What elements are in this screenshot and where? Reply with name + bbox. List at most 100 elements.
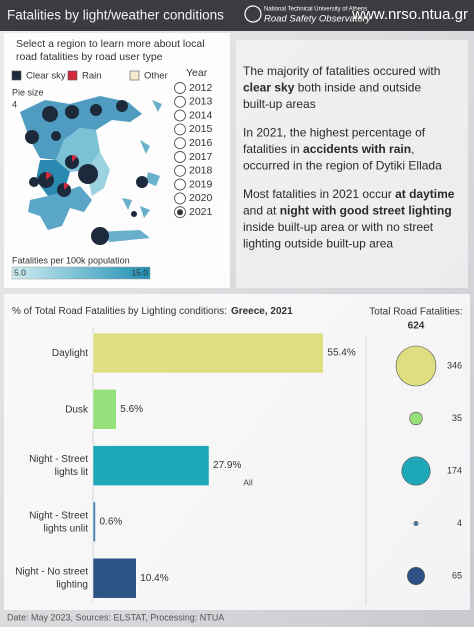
bubble-label: 4 bbox=[457, 518, 462, 528]
insight-text: In 2021, the highest percentage of bbox=[243, 126, 426, 140]
category-line: Daylight bbox=[52, 348, 88, 359]
chart-title: % of Total Road Fatalities by Lighting c… bbox=[12, 306, 293, 317]
pie-size-label: Pie size bbox=[12, 87, 44, 97]
year-label: 2019 bbox=[189, 178, 213, 190]
pie-size-value: 4 bbox=[12, 99, 17, 109]
year-title: Year bbox=[186, 67, 208, 79]
text-panel bbox=[236, 40, 468, 288]
insight-text: inside built-up area or with no street bbox=[243, 220, 434, 234]
insight-line: built-up areas bbox=[243, 97, 316, 111]
value-label: 5.6% bbox=[120, 404, 143, 415]
year-label: 2013 bbox=[189, 96, 213, 108]
color-scale-min: 5.0 bbox=[14, 267, 26, 277]
bubble bbox=[413, 521, 419, 526]
year-radio[interactable] bbox=[174, 192, 186, 205]
insight-line: clear sky both inside and outside bbox=[243, 81, 421, 95]
center-label: All bbox=[243, 477, 253, 487]
bubble bbox=[407, 567, 425, 585]
legend-swatch bbox=[11, 70, 22, 81]
year-radio[interactable] bbox=[174, 95, 186, 108]
insight-line: lighting outside built-up area bbox=[243, 237, 393, 251]
year-label: 2018 bbox=[189, 165, 213, 177]
color-scale-bar bbox=[11, 266, 151, 280]
year-radio[interactable] bbox=[174, 123, 186, 136]
map-pies bbox=[25, 100, 148, 245]
bubble bbox=[409, 411, 423, 426]
footer: Date: May 2023, Sources: ELSTAT, Process… bbox=[7, 612, 224, 622]
category-line: Night - Street bbox=[29, 510, 88, 521]
legend-label: Other bbox=[144, 71, 168, 82]
category-label: Dusk bbox=[65, 404, 89, 415]
insight-line: inside built-up area or with no street bbox=[243, 220, 434, 234]
insight-line: In 2021, the highest percentage of bbox=[243, 126, 426, 140]
year-radio[interactable] bbox=[174, 164, 186, 177]
insight-text: The majority of fatalities occured with bbox=[243, 64, 440, 78]
insight-text: fatalities in bbox=[243, 142, 303, 156]
chart-title-text: % of Total Road Fatalities by Lighting c… bbox=[12, 306, 227, 317]
category-label: Daylight bbox=[52, 348, 88, 359]
bubble-label: 174 bbox=[447, 465, 462, 475]
category-line: lights lit bbox=[55, 467, 89, 478]
region[interactable] bbox=[28, 186, 92, 230]
org-name: National Technical University of Athens bbox=[264, 7, 367, 13]
value-label: 10.4% bbox=[140, 573, 168, 584]
header-bar bbox=[0, 0, 474, 31]
bar bbox=[92, 557, 137, 599]
color-scale-title: Fatalities per 100k population bbox=[12, 255, 130, 265]
insight-text: and at bbox=[243, 204, 280, 218]
category-line: Dusk bbox=[65, 404, 89, 415]
insight-line: fatalities in accidents with rain, bbox=[243, 142, 414, 156]
category-line: lights unlit bbox=[44, 523, 89, 534]
bar bbox=[92, 445, 210, 486]
year-radio[interactable] bbox=[174, 109, 186, 122]
insight-bold: night with good street lighting bbox=[280, 204, 452, 218]
category-label: Night - No street lighting bbox=[15, 566, 88, 590]
bar bbox=[92, 501, 96, 543]
category-line: lighting bbox=[56, 579, 88, 590]
value-label: 55.4% bbox=[327, 348, 355, 359]
insight-text: built-up areas bbox=[243, 97, 316, 111]
category-line: Night - No street bbox=[15, 566, 88, 577]
chart-title-highlight: Greece, 2021 bbox=[231, 306, 293, 317]
legend-label: Clear sky bbox=[26, 71, 66, 82]
org-unit: Road Safety Observatory bbox=[264, 14, 372, 25]
year-label: 2012 bbox=[189, 82, 213, 94]
category-line: Night - Street bbox=[29, 454, 88, 465]
year-radio[interactable] bbox=[174, 137, 186, 150]
color-scale-max: 15.0 bbox=[131, 267, 148, 277]
insight-text: occurred in the region of Dytiki Ellada bbox=[243, 159, 442, 173]
bar bbox=[92, 332, 324, 374]
legend-swatch bbox=[67, 70, 78, 81]
year-label: 2021 bbox=[189, 206, 213, 218]
insight-text: , bbox=[411, 142, 414, 156]
insight-line: occurred in the region of Dytiki Ellada bbox=[243, 159, 442, 173]
instruction: road fatalities by road user type bbox=[16, 51, 163, 63]
insight-line: The majority of fatalities occured with bbox=[243, 64, 440, 78]
insight-text: both inside and outside bbox=[294, 81, 421, 95]
year-radio[interactable] bbox=[174, 151, 186, 163]
category-label: Night - Street lights unlit bbox=[29, 510, 88, 534]
insight-line: Most fatalities in 2021 occur at daytime bbox=[243, 187, 455, 201]
legend-label: Rain bbox=[82, 71, 102, 82]
insight-text: lighting outside built-up area bbox=[243, 237, 393, 251]
logo bbox=[244, 5, 262, 23]
bubble-label: 346 bbox=[447, 360, 462, 370]
year-radio[interactable] bbox=[174, 178, 186, 191]
year-label: 2017 bbox=[189, 151, 213, 163]
bubble-label: 35 bbox=[452, 413, 462, 423]
insight-text: Most fatalities in 2021 occur bbox=[243, 187, 395, 201]
bubble bbox=[401, 456, 431, 486]
bubble-total: 624 bbox=[408, 321, 425, 332]
legend-swatch bbox=[129, 70, 140, 81]
value-label: 27.9% bbox=[213, 460, 241, 471]
category-label: Night - Street lights lit bbox=[29, 454, 88, 478]
year-label: 2020 bbox=[189, 192, 213, 204]
insight-bold: at daytime bbox=[395, 187, 455, 201]
header-url: www.nrso.ntua.gr bbox=[351, 6, 468, 23]
year-label: 2016 bbox=[189, 137, 213, 149]
year-label: 2014 bbox=[189, 109, 213, 121]
value-label: 0.6% bbox=[99, 517, 122, 528]
bubble-title: Total Road Fatalities: bbox=[369, 307, 462, 318]
year-radio[interactable] bbox=[174, 82, 186, 94]
year-radio-selected bbox=[177, 209, 183, 216]
